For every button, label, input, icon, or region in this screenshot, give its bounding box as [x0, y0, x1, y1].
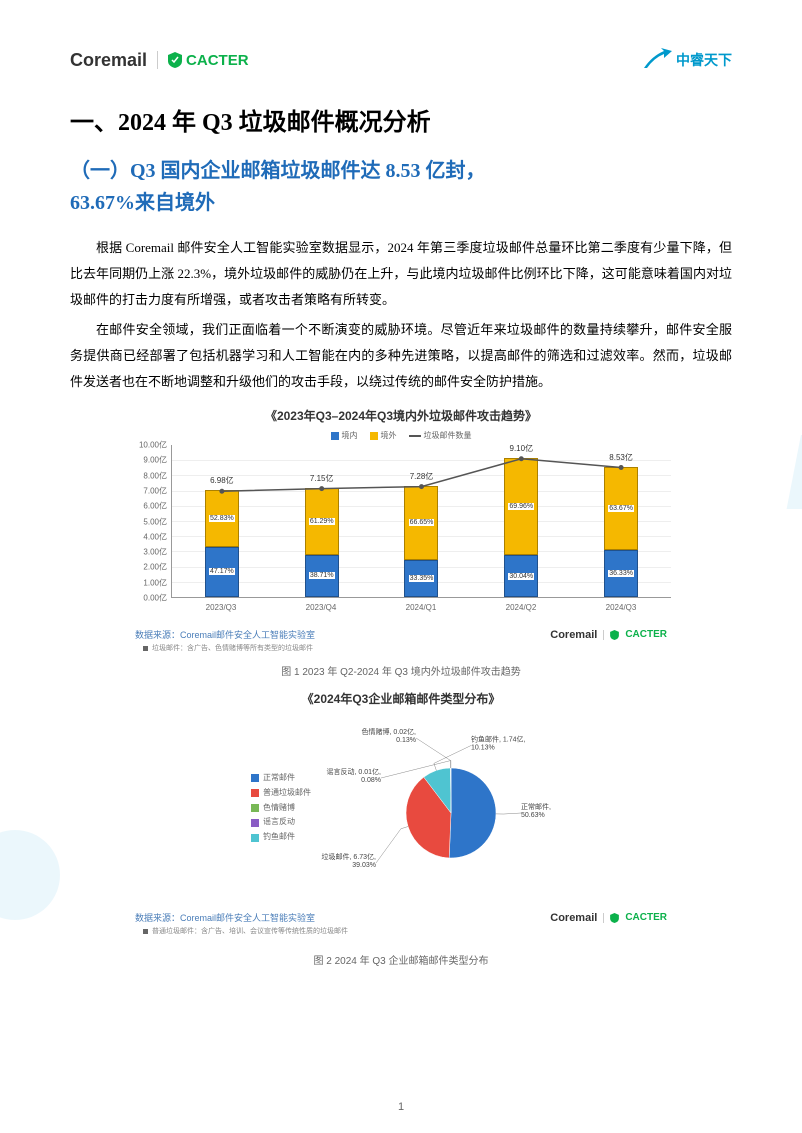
svg-text:色情赌博, 0.02亿,: 色情赌博, 0.02亿,	[362, 727, 417, 736]
svg-text:50.63%: 50.63%	[521, 812, 545, 819]
chart1-source: 数据来源：Coremail邮件安全人工智能实验室	[135, 628, 315, 641]
shield-icon-small-2	[610, 913, 619, 923]
chart1-footer: 数据来源：Coremail邮件安全人工智能实验室 Coremail CACTER	[131, 628, 671, 641]
pie-chart: 正常邮件, 8.72亿,50.63% 普通垃圾邮件, 6.73亿,39.03% 钓鱼…	[321, 713, 551, 903]
coremail-logo: Coremail	[70, 50, 147, 71]
bar-chart-area: 10.00亿9.00亿8.00亿7.00亿6.00亿5.00亿4.00亿3.00…	[131, 445, 671, 620]
pie-legend-item: 谣言反动	[251, 816, 311, 829]
chart-1: 《2023年Q3–2024年Q3境内外垃圾邮件攻击趋势》 境内 境外 垃圾邮件数…	[131, 407, 671, 653]
cacter-text: CACTER	[186, 52, 249, 69]
divider-small-2	[603, 913, 604, 923]
right-logo-text: 中睿天下	[676, 50, 732, 70]
legend-overseas: 境外	[381, 430, 397, 441]
svg-text:0.13%: 0.13%	[396, 737, 416, 744]
pie-legend-item: 钓鱼邮件	[251, 831, 311, 844]
paragraph-2: 在邮件安全领域，我们正面临着一个不断演变的威胁环境。尽管近年来垃圾邮件的数量持续…	[70, 317, 732, 395]
chart2-footer-logos: Coremail CACTER	[550, 912, 667, 924]
chart1-footer-logos: Coremail CACTER	[550, 629, 667, 641]
pie-legend: 正常邮件普通垃圾邮件色情赌博谣言反动钓鱼邮件	[251, 770, 311, 846]
page-content: Coremail CACTER 中睿天下 一、2024 年 Q3 垃圾邮件概况分…	[0, 0, 802, 967]
cacter-logo-small-2: CACTER	[625, 912, 667, 923]
svg-text:谣言反动, 0.01亿,: 谣言反动, 0.01亿,	[327, 767, 382, 776]
arrow-icon	[642, 48, 672, 72]
svg-text:正常邮件, 8.72亿,: 正常邮件, 8.72亿,	[521, 802, 551, 811]
svg-text:普通垃圾邮件, 6.73亿,: 普通垃圾邮件, 6.73亿,	[321, 852, 376, 861]
chart1-caption: 图 1 2023 年 Q2-2024 年 Q3 境内外垃圾邮件攻击趋势	[70, 663, 732, 678]
page-number: 1	[0, 1101, 802, 1113]
svg-text:钓鱼邮件, 1.74亿,: 钓鱼邮件, 1.74亿,	[471, 735, 526, 744]
heading-1: 一、2024 年 Q3 垃圾邮件概况分析	[70, 102, 732, 137]
legend-domestic: 境内	[342, 430, 358, 441]
chart-2: 《2024年Q3企业邮箱邮件类型分布》 正常邮件普通垃圾邮件色情赌博谣言反动钓鱼…	[131, 690, 671, 936]
chart2-caption: 图 2 2024 年 Q3 企业邮箱邮件类型分布	[70, 952, 732, 967]
bar-group: 8.53亿63.67%36.33%	[604, 445, 638, 597]
svg-text:0.08%: 0.08%	[361, 777, 381, 784]
pie-legend-item: 色情赌博	[251, 802, 311, 815]
paragraph-1: 根据 Coremail 邮件安全人工智能实验室数据显示，2024 年第三季度垃圾…	[70, 235, 732, 313]
x-axis-labels: 2023/Q32023/Q42024/Q12024/Q22024/Q3	[171, 600, 671, 620]
pie-legend-item: 普通垃圾邮件	[251, 787, 311, 800]
chart2-footer: 数据来源：Coremail邮件安全人工智能实验室 Coremail CACTER	[131, 911, 671, 924]
chart2-title: 《2024年Q3企业邮箱邮件类型分布》	[131, 690, 671, 707]
plot-area: 6.98亿52.83%47.17% 7.15亿61.29%38.71% 7.28亿6…	[171, 445, 671, 598]
h2-line1: （一）Q3 国内企业邮箱垃圾邮件达 8.53 亿封，	[70, 160, 486, 182]
svg-text:39.03%: 39.03%	[352, 862, 376, 869]
chart1-legend: 境内 境外 垃圾邮件数量	[131, 430, 671, 441]
h2-line2: 63.67%来自境外	[70, 192, 215, 214]
coremail-logo-small-2: Coremail	[550, 912, 597, 924]
heading-2: （一）Q3 国内企业邮箱垃圾邮件达 8.53 亿封， 63.67%来自境外	[70, 155, 732, 219]
right-logo: 中睿天下	[642, 48, 732, 72]
shield-icon	[168, 52, 182, 68]
bar-group: 7.15亿61.29%38.71%	[305, 445, 339, 597]
chart1-note: 垃圾邮件：含广告、色情赌博等所有类型的垃圾邮件	[131, 643, 671, 653]
divider-small	[603, 630, 604, 640]
document-header: Coremail CACTER 中睿天下	[70, 48, 732, 72]
legend-overseas-icon	[370, 432, 378, 440]
pie-legend-item: 正常邮件	[251, 772, 311, 785]
chart1-title: 《2023年Q3–2024年Q3境内外垃圾邮件攻击趋势》	[131, 407, 671, 424]
logo-divider	[157, 51, 158, 69]
chart2-note: 普通垃圾邮件：含广告、培训、会议宣传等传统性质的垃圾邮件	[131, 926, 671, 936]
svg-text:10.13%: 10.13%	[471, 745, 495, 752]
bars-container: 6.98亿52.83%47.17% 7.15亿61.29%38.71% 7.28亿6…	[172, 445, 671, 597]
cacter-logo: CACTER	[168, 52, 249, 69]
bar-group: 6.98亿52.83%47.17%	[205, 445, 239, 597]
left-logo-group: Coremail CACTER	[70, 50, 249, 71]
chart2-source: 数据来源：Coremail邮件安全人工智能实验室	[135, 911, 315, 924]
cacter-logo-small: CACTER	[625, 629, 667, 640]
coremail-logo-small: Coremail	[550, 629, 597, 641]
y-axis: 10.00亿9.00亿8.00亿7.00亿6.00亿5.00亿4.00亿3.00…	[131, 445, 171, 598]
pie-row: 正常邮件普通垃圾邮件色情赌博谣言反动钓鱼邮件 正常邮件, 8.72亿,50.63…	[131, 713, 671, 903]
bar-group: 9.10亿69.96%30.04%	[504, 445, 538, 597]
legend-line-icon	[409, 435, 421, 437]
bar-group: 7.28亿66.65%33.35%	[404, 445, 438, 597]
shield-icon-small	[610, 630, 619, 640]
legend-domestic-icon	[331, 432, 339, 440]
legend-total: 垃圾邮件数量	[424, 430, 472, 441]
